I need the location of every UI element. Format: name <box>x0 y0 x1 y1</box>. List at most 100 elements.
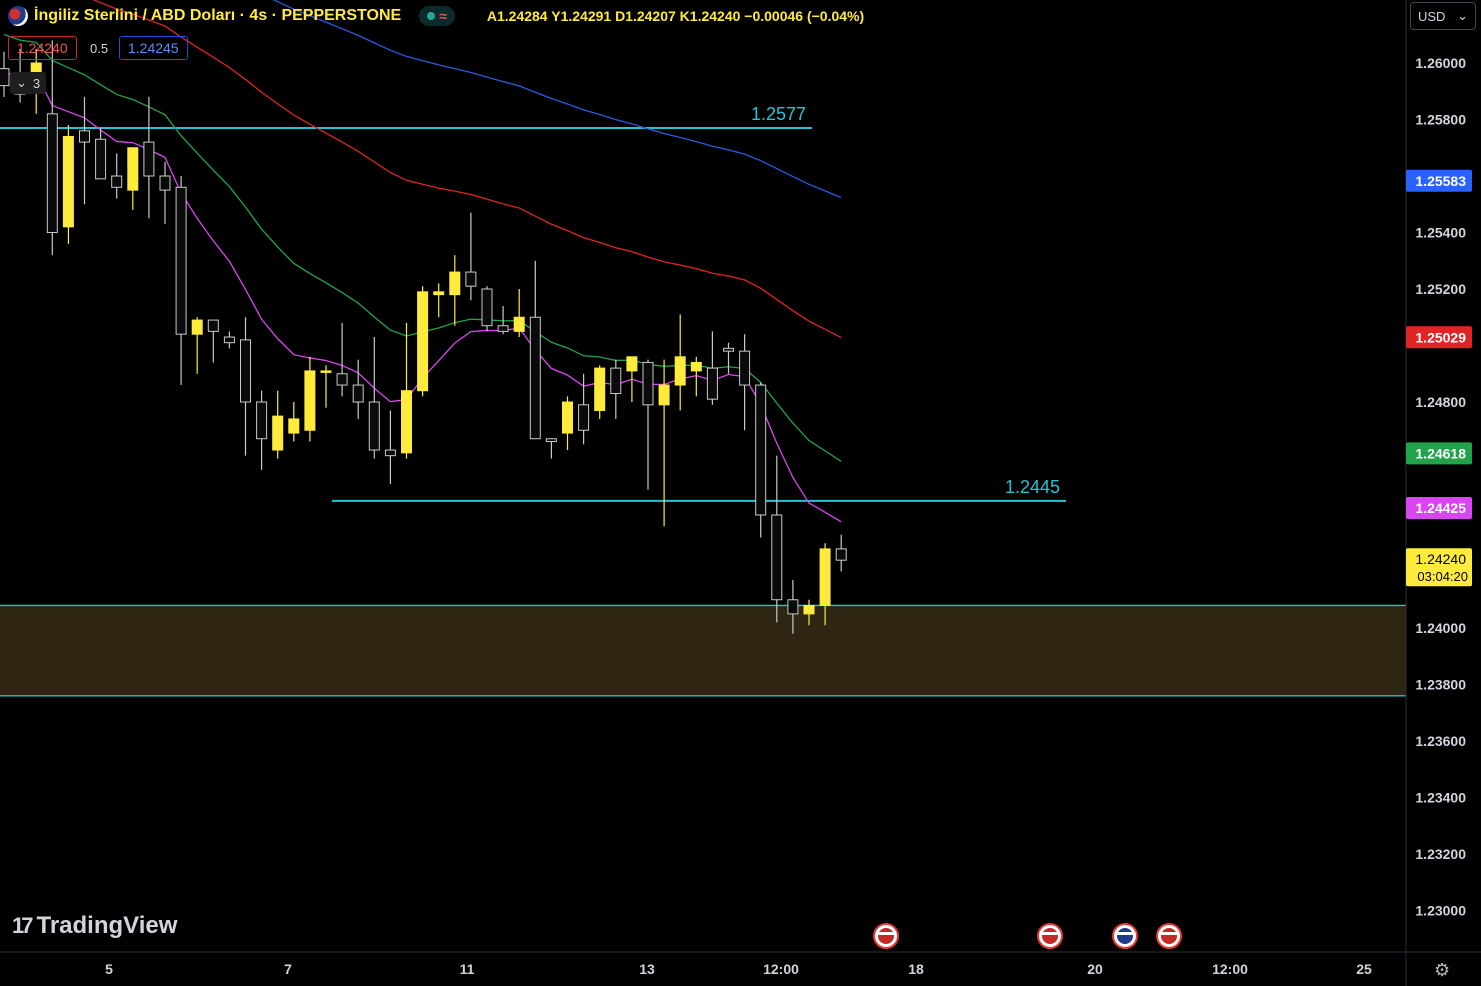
candle-body <box>642 361 654 406</box>
chevron-down-icon: ⌄ <box>1457 8 1468 23</box>
time-axis-label: 12:00 <box>763 961 799 977</box>
us-flag-icon <box>873 923 899 949</box>
candle-body <box>578 404 590 431</box>
event-flag-fill <box>878 928 894 944</box>
candle-body <box>0 68 10 87</box>
tradingview-logo[interactable]: 17 TradingView <box>12 912 177 940</box>
candle-body <box>755 384 767 516</box>
candle-body <box>159 175 171 191</box>
candle-body <box>46 113 58 233</box>
indicators-collapse-button[interactable]: ⌄ 3 <box>10 72 47 94</box>
wave-icon: ≈ <box>439 8 447 24</box>
chevron-down-icon: ⌄ <box>16 75 27 90</box>
candle-body <box>610 367 622 395</box>
candle-body <box>674 356 686 386</box>
candle-body <box>819 548 831 606</box>
spread-value: 0.5 <box>90 41 109 56</box>
candle-body <box>529 316 541 440</box>
candle-body <box>304 370 316 431</box>
time-axis-label: 25 <box>1356 961 1372 977</box>
current-price-label: 1.24240 <box>1415 551 1466 567</box>
event-flag-stripe <box>1042 932 1058 935</box>
time-axis-label: 12:00 <box>1212 961 1248 977</box>
candle-body <box>417 291 429 392</box>
candle-body <box>288 418 300 434</box>
event-flag-stripe <box>878 932 894 935</box>
candle-body <box>690 361 702 372</box>
event-flag-stripe <box>1161 932 1177 935</box>
us-flag-icon <box>1037 923 1063 949</box>
bar-countdown-label: 03:04:20 <box>1417 569 1468 584</box>
candle-body <box>191 319 203 335</box>
level-label: 1.2577 <box>751 104 806 124</box>
candle-body <box>79 130 90 143</box>
candle-body <box>771 514 783 601</box>
us-flag-icon <box>1156 923 1182 949</box>
tradingview-logo-icon: 17 <box>12 913 34 938</box>
uk-flag-icon <box>1112 923 1138 949</box>
candle-body <box>223 336 235 344</box>
time-axis-label: 13 <box>639 961 655 977</box>
time-axis-label: 5 <box>105 961 113 977</box>
price-axis-label: 1.23200 <box>1415 846 1466 862</box>
event-flag-fill <box>1161 928 1177 944</box>
price-axis-label: 1.23000 <box>1415 903 1466 919</box>
candle-body <box>723 347 734 352</box>
gear-icon[interactable]: ⚙ <box>1434 960 1451 980</box>
candle-body <box>787 599 799 615</box>
level-label: 1.2445 <box>1005 477 1060 497</box>
price-axis-label: 1.25800 <box>1415 112 1466 128</box>
candle-body <box>545 438 557 443</box>
price-badge-bg <box>1406 442 1472 465</box>
candle-body <box>449 271 461 296</box>
candle-body <box>706 367 718 400</box>
candle-body <box>240 339 251 403</box>
candle-body <box>384 449 396 457</box>
candle-body <box>401 390 412 454</box>
candle-body <box>143 141 155 177</box>
candles <box>0 40 847 634</box>
candle-body <box>481 288 493 327</box>
currency-label: USD <box>1418 8 1446 24</box>
candle-body <box>175 186 187 335</box>
candle-body <box>256 401 268 440</box>
candle-body <box>352 384 364 403</box>
price-badge-label: 1.25583 <box>1415 173 1466 189</box>
currency-pair-flag-icon <box>8 6 28 26</box>
price-badge-label: 1.24618 <box>1415 445 1466 461</box>
candle-body <box>835 548 847 561</box>
time-axis-label: 20 <box>1087 961 1103 977</box>
price-badge-label: 1.24425 <box>1415 500 1466 516</box>
support-zone <box>0 605 1406 696</box>
event-flag-fill <box>1042 928 1058 944</box>
logo-text: TradingView <box>36 912 178 939</box>
currency-select[interactable]: USD ⌄ <box>1410 2 1476 30</box>
market-open-dot-icon <box>427 12 436 20</box>
symbol-title[interactable]: İngiliz Sterlini / ABD Doları · 4s · PEP… <box>34 7 402 24</box>
price-axis-label: 1.24000 <box>1415 620 1466 636</box>
indicator-count: 3 <box>32 75 41 91</box>
candle-body <box>272 415 284 451</box>
time-axis-label: 11 <box>460 961 475 977</box>
time-axis-label: 18 <box>908 961 924 977</box>
candle-body <box>658 384 670 406</box>
candle-body <box>433 291 445 296</box>
candle-body <box>465 271 477 287</box>
price-axis-label: 1.23400 <box>1415 790 1466 806</box>
price-axis-label: 1.23600 <box>1415 733 1466 749</box>
sell-price-button[interactable]: 1.24240 <box>8 36 77 60</box>
ema-line-0 <box>272 0 842 199</box>
buy-price-button[interactable]: 1.24245 <box>119 36 188 60</box>
ema-line-1 <box>92 0 842 339</box>
candle-body <box>336 373 348 386</box>
event-flag-fill <box>1117 928 1133 944</box>
candle-body <box>626 356 638 372</box>
market-status-indicator[interactable]: ≈ <box>419 6 455 26</box>
symbol-header[interactable]: İngiliz Sterlini / ABD Doları · 4s · PEP… <box>8 4 864 28</box>
candle-body <box>127 147 139 191</box>
candle-body <box>513 316 525 332</box>
price-badge-bg <box>1406 169 1472 192</box>
candle-body <box>95 138 107 180</box>
price-badge-bg <box>1406 326 1472 349</box>
